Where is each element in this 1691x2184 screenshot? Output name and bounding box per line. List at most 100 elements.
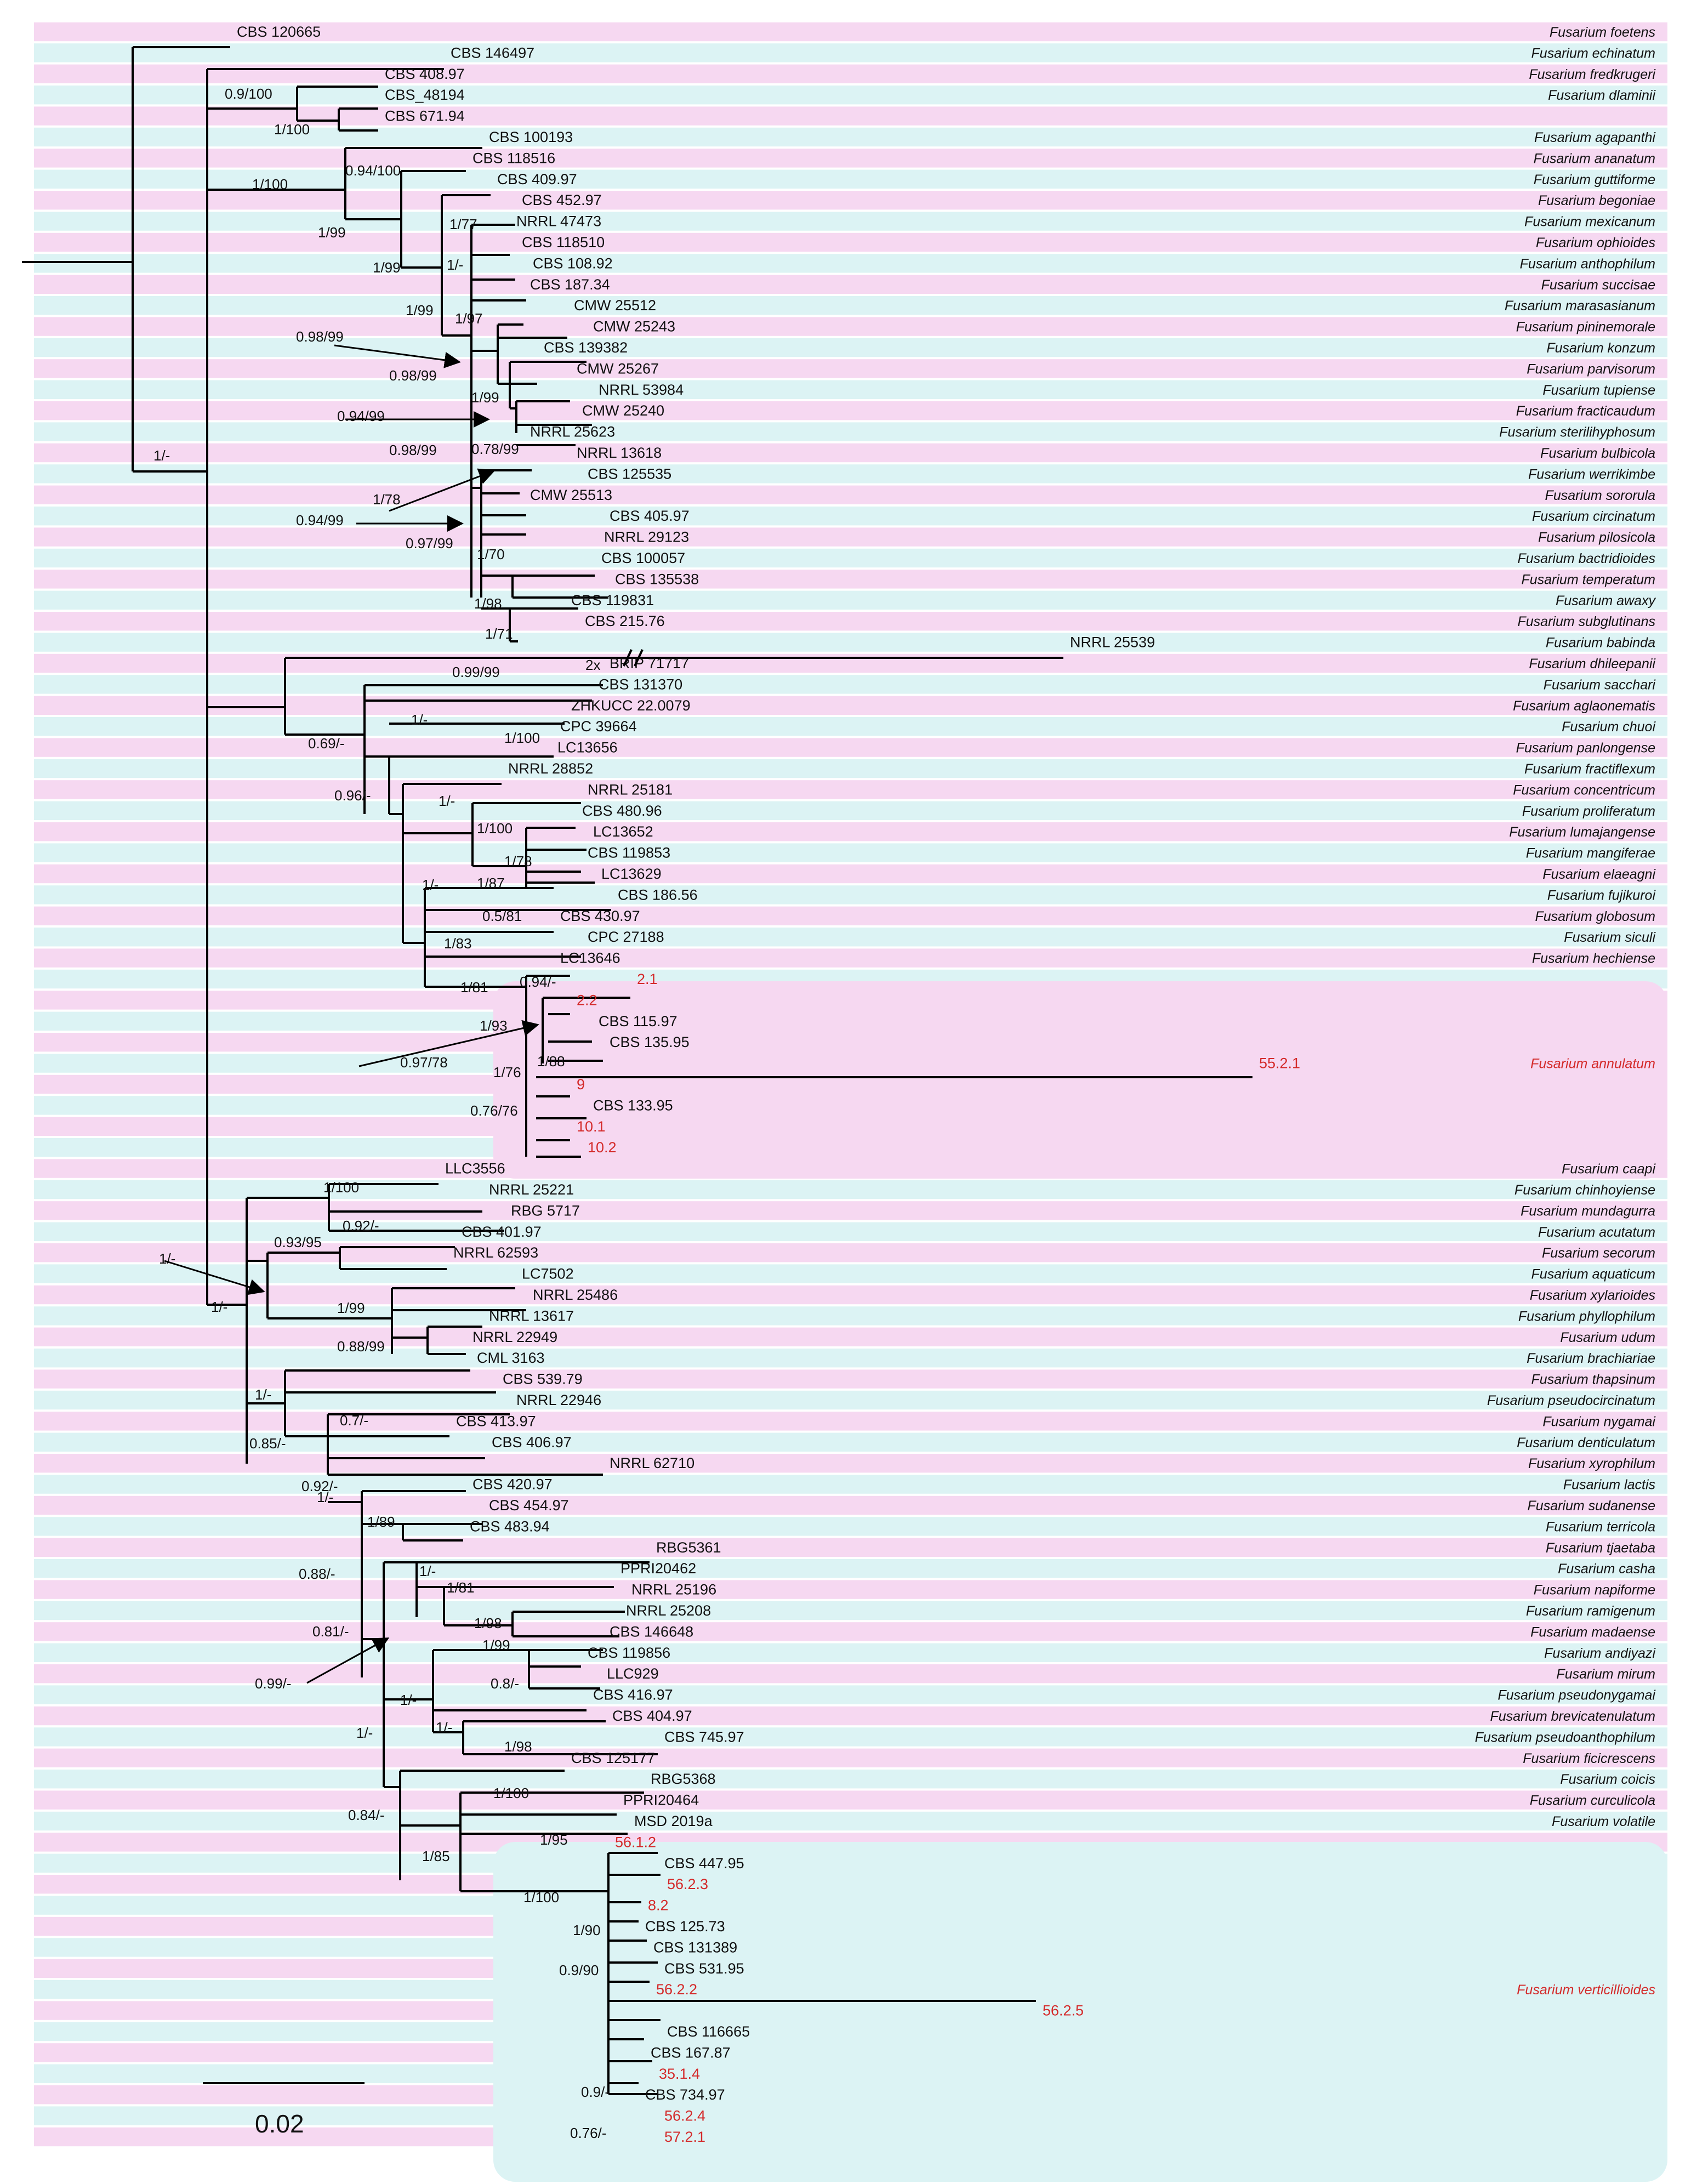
species-name: Fusarium globosum: [1535, 909, 1655, 924]
support-value: 0.94/-: [520, 974, 556, 990]
support-value: 1/100: [523, 1889, 559, 1906]
branch-break-label: 2x: [585, 657, 600, 673]
species-band: [34, 653, 1667, 673]
support-value: 1/88: [537, 1053, 565, 1070]
species-band: [34, 1180, 1667, 1199]
support-value: 1/76: [493, 1064, 521, 1080]
species-band: [34, 864, 1667, 884]
support-value: 0.76/-: [570, 2125, 607, 2141]
species-band: [34, 43, 1667, 62]
support-value: 0.9/90: [559, 1962, 599, 1978]
species-band: [34, 1559, 1667, 1578]
species-name: Fusarium fractiflexum: [1524, 761, 1655, 777]
species-band: [34, 296, 1667, 315]
callout-arrow: [334, 344, 461, 368]
acutatum-group: [247, 1246, 526, 1355]
species-band: [34, 675, 1667, 694]
tip-label: LC13652: [593, 823, 653, 840]
species-band: [34, 443, 1667, 463]
support-value: 1/98: [504, 1738, 532, 1755]
tip-label: 2.1: [637, 971, 658, 987]
tip-label: RBG5368: [651, 1771, 716, 1787]
support-value: 1/81: [447, 1579, 475, 1596]
tip-label: CBS 416.97: [593, 1687, 673, 1703]
tip-label: CPC 39664: [560, 718, 637, 735]
tip-label: CBS 401.97: [462, 1224, 542, 1240]
species-band: [34, 759, 1667, 778]
support-value: 1/-: [255, 1386, 271, 1403]
species-band: [34, 359, 1667, 378]
tip-label: PPRI20462: [620, 1560, 696, 1577]
species-name: Fusarium fujikuroi: [1547, 888, 1656, 903]
species-name: Fusarium subglutinans: [1517, 614, 1655, 629]
species-band: [34, 1643, 1667, 1662]
tip-label: NRRL 25623: [530, 424, 615, 440]
species-band: [34, 633, 1667, 652]
tip-label: CBS 120665: [237, 24, 321, 40]
species-name: Fusarium casha: [1558, 1561, 1655, 1577]
species-band: [34, 1454, 1667, 1473]
tip-label: CBS 405.97: [610, 508, 690, 524]
tip-label: NRRL 22949: [472, 1329, 557, 1345]
species-band: [34, 928, 1667, 947]
tip-label: CBS 100057: [601, 550, 685, 566]
tip-label: CBS 734.97: [645, 2086, 725, 2103]
tip-label: CBS 409.97: [497, 171, 577, 187]
support-value: 0.78/99: [471, 441, 519, 457]
tip-label: LC13629: [601, 866, 662, 882]
babinda-branch: [207, 657, 1063, 735]
species-name: Fusarium babinda: [1546, 635, 1655, 651]
caapi-group: [207, 1183, 504, 1464]
species-name: Fusarium pilosicola: [1538, 530, 1655, 545]
callout-arrow: [358, 1020, 539, 1067]
tip-label: NRRL 47473: [516, 213, 601, 230]
species-band: [34, 885, 1667, 905]
tip-label: 10.1: [577, 1118, 606, 1135]
branch-break-mark: [623, 649, 644, 667]
tip-label: CBS 539.79: [503, 1371, 583, 1387]
tip-label: NRRL 25486: [533, 1287, 618, 1303]
support-value: 1/-: [422, 877, 439, 893]
thapsinum-group: [247, 1369, 603, 1476]
tip-label: LC13646: [560, 950, 620, 966]
species-band: [34, 738, 1667, 757]
tip-label: NRRL 25539: [1070, 634, 1155, 651]
species-band: [34, 149, 1667, 168]
species-name: Fusarium udum: [1560, 1330, 1655, 1345]
tip-label: CBS 133.95: [593, 1097, 673, 1113]
annulatum-highlight: [493, 981, 1667, 1179]
subclade-a: [207, 147, 491, 335]
species-name: Fusarium sterilihyphosum: [1499, 425, 1655, 440]
species-name: Fusarium denticulatum: [1517, 1435, 1655, 1451]
species-name: Fusarium caapi: [1562, 1162, 1656, 1177]
dhileepanii-group: [285, 684, 603, 814]
tjaetaba-group: [415, 1561, 650, 1637]
support-value: 1/100: [274, 121, 310, 138]
support-value: 1/-: [159, 1250, 175, 1267]
support-value: 0.76/76: [470, 1102, 518, 1119]
species-band: [34, 548, 1667, 568]
support-value: 1/97: [455, 310, 483, 327]
species-band: [34, 717, 1667, 736]
tip-label: CBS 119856: [588, 1645, 670, 1661]
species-name: Fusarium madaense: [1530, 1624, 1655, 1640]
species-name: Fusarium pseudoanthophilum: [1475, 1730, 1655, 1745]
tip-label: CMW 25512: [574, 297, 656, 314]
species-name: Fusarium mirum: [1556, 1667, 1655, 1682]
support-value: 0.8/-: [491, 1675, 519, 1692]
support-value: 1/-: [153, 447, 170, 464]
species-name: Fusarium bactridioides: [1518, 551, 1656, 566]
species-name: Fusarium ophioides: [1536, 235, 1655, 251]
support-value: 1/99: [482, 1637, 510, 1653]
species-name: Fusarium proliferatum: [1522, 804, 1655, 819]
support-value: 1/-: [400, 1692, 417, 1708]
species-band: [34, 275, 1667, 294]
species-band: [34, 822, 1667, 841]
species-band: [34, 106, 1667, 126]
verticillioides-clade: [607, 1852, 1036, 2095]
species-name: Fusarium marasasianum: [1505, 298, 1655, 314]
species-band: [34, 1706, 1667, 1726]
tip-label: CBS 131370: [599, 676, 682, 692]
subclade-b: [442, 224, 526, 598]
